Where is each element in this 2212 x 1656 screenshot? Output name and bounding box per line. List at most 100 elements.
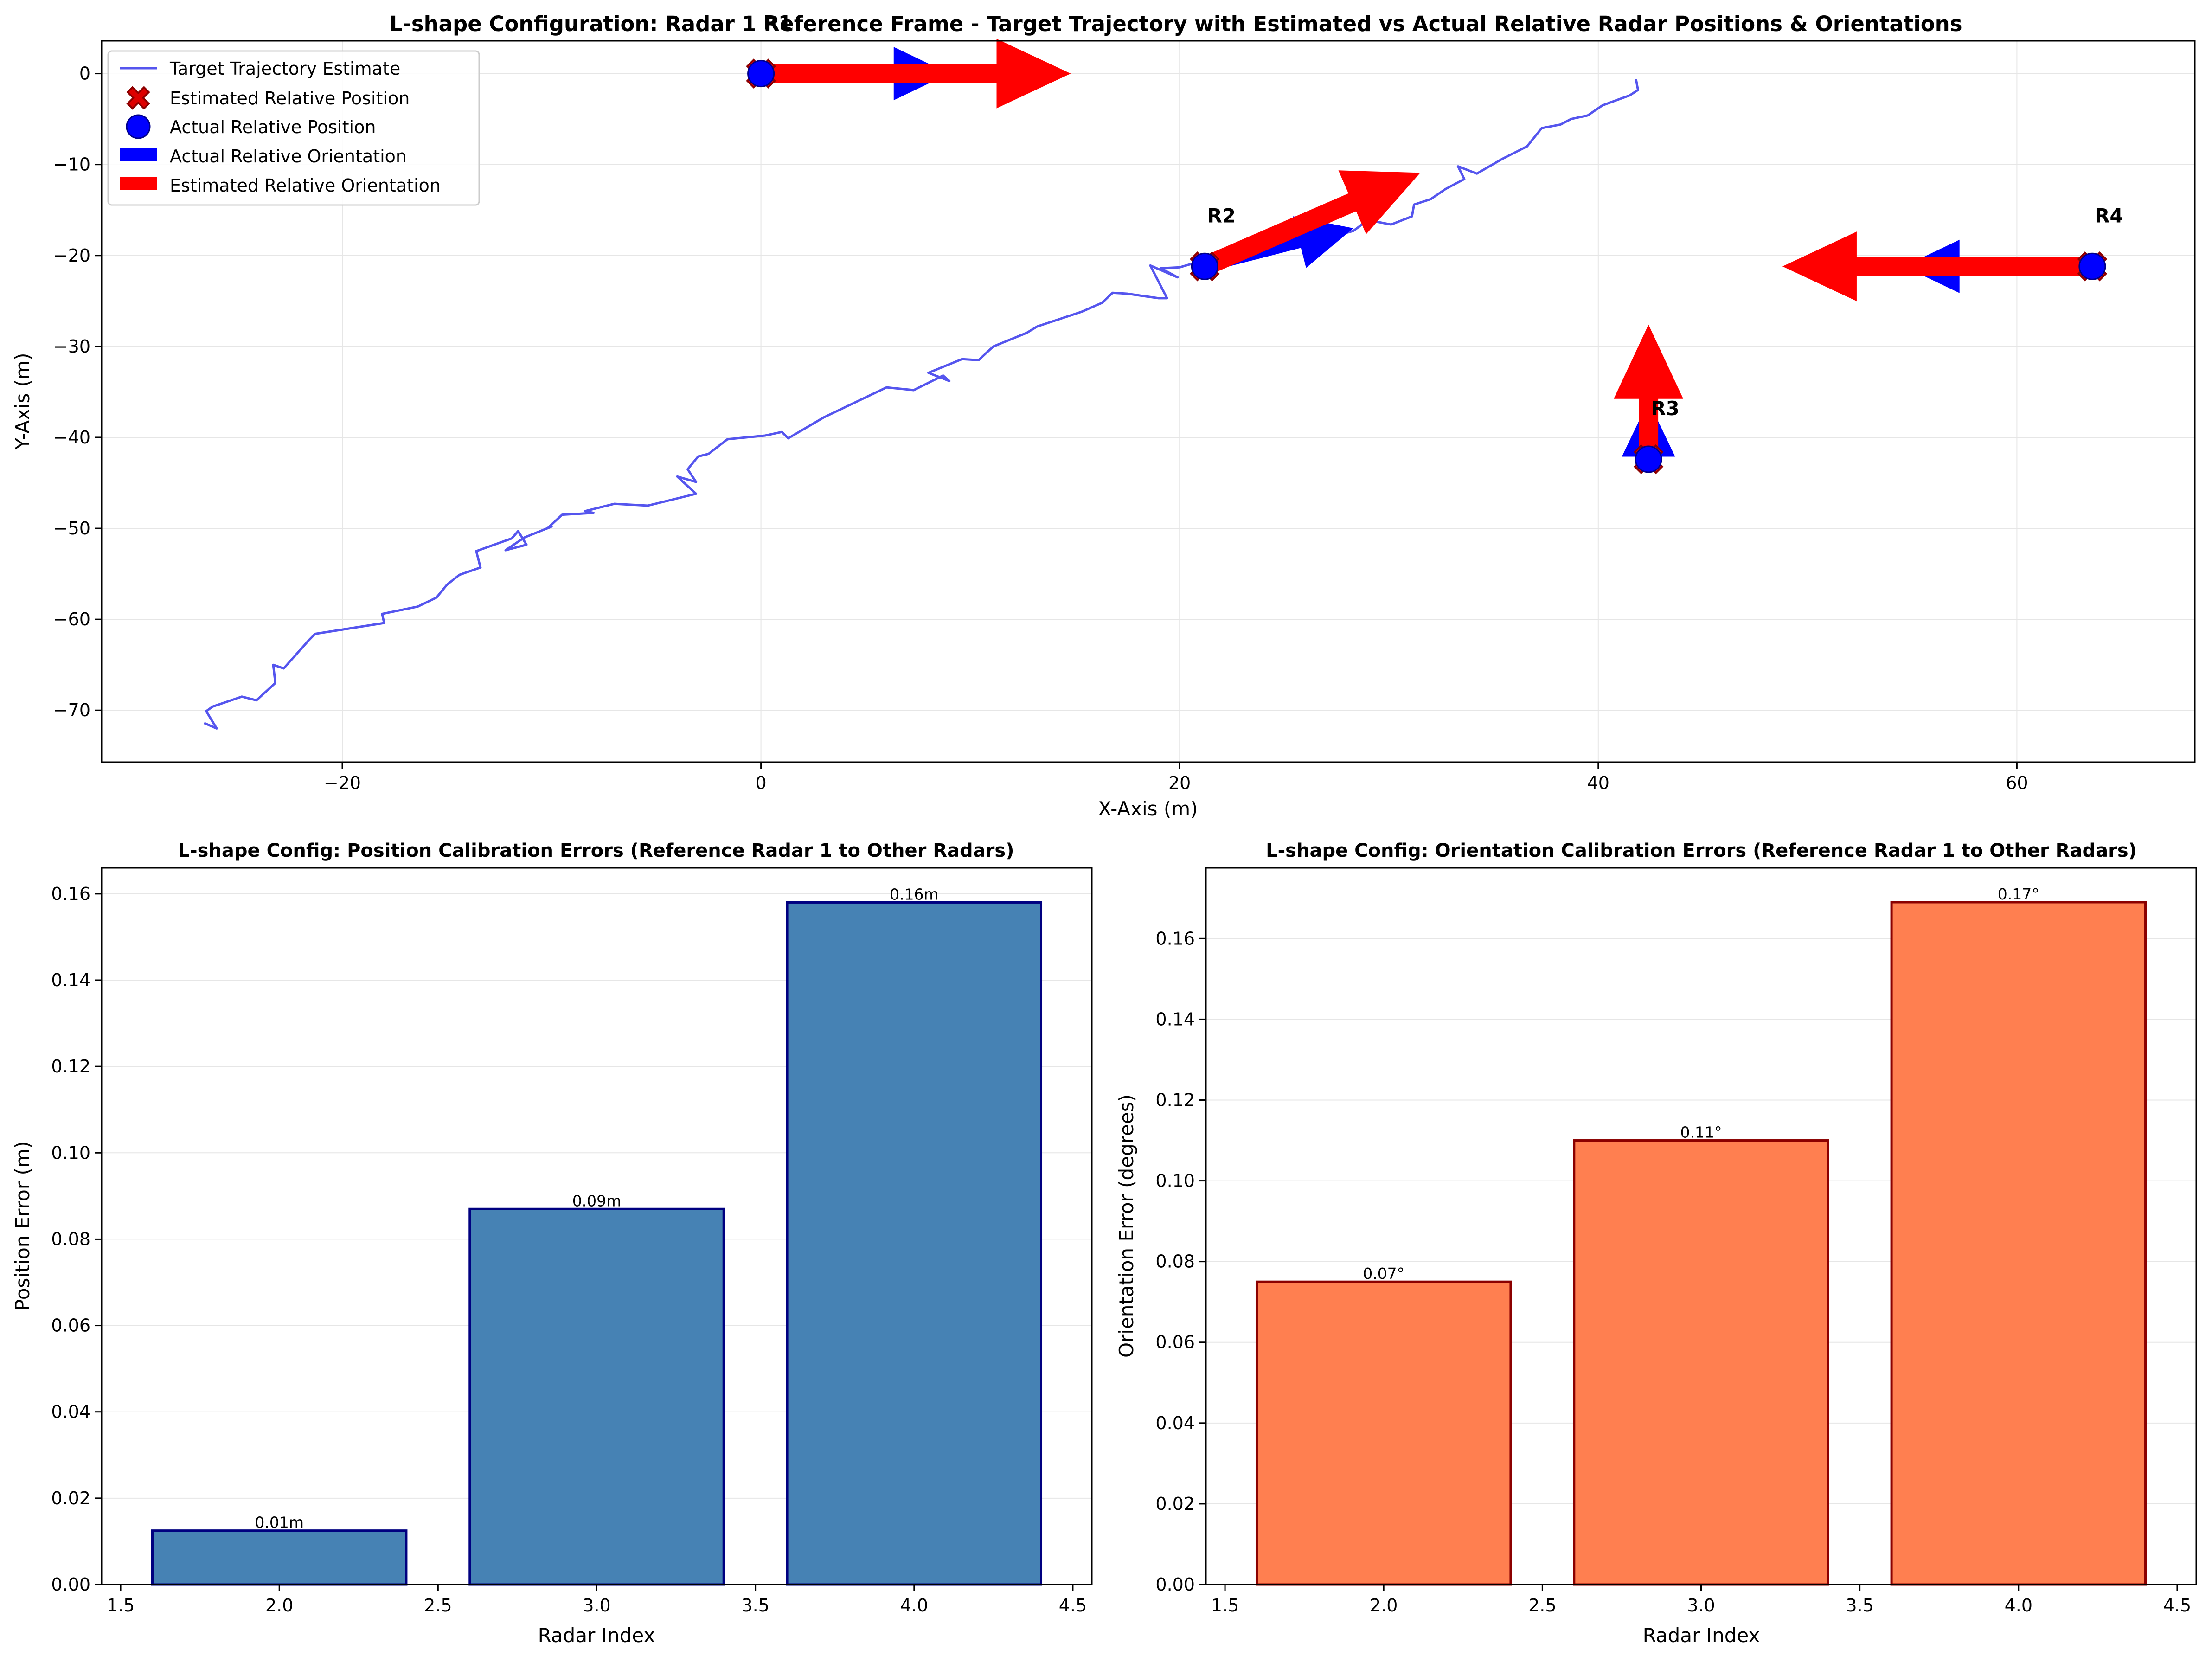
- bar: [786, 901, 1043, 1586]
- y-tick-label: 0.08: [1155, 1252, 1195, 1272]
- position-error-ylabel: Position Error (m): [11, 1141, 34, 1311]
- orientation-error-xlabel: Radar Index: [1643, 1624, 1760, 1647]
- trajectory-legend: Target Trajectory Estimate Estimated Rel…: [107, 50, 480, 206]
- x-tick-label: 4.5: [2163, 1595, 2191, 1616]
- legend-label: Estimated Relative Position: [170, 88, 410, 109]
- legend-label: Target Trajectory Estimate: [169, 58, 400, 79]
- orientation-error-panel: L-shape Config: Orientation Calibration …: [1115, 840, 2197, 1647]
- y-tick-label: −50: [53, 518, 90, 539]
- x-tick-label: 1.5: [1211, 1595, 1239, 1616]
- bar-value-label: 0.07°: [1363, 1264, 1404, 1283]
- y-tick-label: 0: [79, 64, 90, 84]
- y-tick-label: 0.04: [1155, 1413, 1195, 1433]
- y-tick-label: 0.02: [51, 1488, 90, 1508]
- x-tick-label: 2.0: [1370, 1595, 1398, 1616]
- legend-label: Estimated Relative Orientation: [170, 175, 441, 196]
- y-tick-label: 0.14: [51, 970, 90, 990]
- x-tick-label: −20: [324, 773, 361, 793]
- x-tick-label: 3.0: [1687, 1595, 1715, 1616]
- trajectory-ticks: −20 0 20 40 60 0 −10 −20 −30 −40 −50 −60 −70: [53, 64, 2028, 793]
- y-tick-label: 0.04: [51, 1402, 90, 1422]
- bar: [151, 1529, 408, 1586]
- bar: [468, 1207, 725, 1586]
- x-tick-label: 2.5: [424, 1595, 452, 1616]
- y-tick-label: 0.06: [51, 1316, 90, 1336]
- orientation-error-title: L-shape Config: Orientation Calibration …: [1266, 840, 2137, 861]
- y-tick-label: −40: [53, 427, 90, 448]
- y-tick-label: 0.06: [1155, 1332, 1195, 1353]
- legend-estimated-orientation-swatch: [120, 177, 157, 190]
- y-tick-label: 0.10: [1155, 1171, 1195, 1191]
- radar-label: R2: [1207, 204, 1236, 227]
- actual-position-marker: [747, 60, 775, 88]
- radar-label: R3: [1651, 397, 1680, 420]
- trajectory-xlabel: X-Axis (m): [1098, 797, 1198, 820]
- position-error-xlabel: Radar Index: [538, 1624, 655, 1647]
- orientation-error-ticks: 0.00 0.02 0.04 0.06 0.08 0.10 0.12 0.14 0.16 1.5 2…: [1155, 928, 2191, 1616]
- y-tick-label: 0.08: [51, 1229, 90, 1249]
- y-tick-label: 0.16: [51, 884, 90, 904]
- y-tick-label: 0.00: [1155, 1574, 1195, 1595]
- x-tick-label: 3.5: [1846, 1595, 1873, 1616]
- x-tick-label: 60: [2006, 773, 2028, 793]
- bar: [1890, 901, 2147, 1586]
- y-tick-label: −10: [53, 154, 90, 175]
- actual-position-marker: [1635, 445, 1662, 473]
- x-tick-label: 1.5: [107, 1595, 135, 1616]
- y-tick-label: −30: [53, 336, 90, 357]
- radar-layer: R1 R2 R3 R4: [746, 12, 2123, 475]
- x-tick-label: 3.5: [741, 1595, 769, 1616]
- trajectory-layer: [204, 78, 1639, 730]
- y-tick-label: 0.12: [51, 1056, 90, 1077]
- radar-label: R1: [763, 12, 792, 34]
- estimated-orientation-arrow: [1200, 170, 1421, 276]
- estimated-orientation-arrow: [1782, 231, 2092, 302]
- y-tick-label: 0.00: [51, 1574, 90, 1595]
- bar-value-label: 0.09m: [572, 1192, 622, 1210]
- legend-actual-orientation-swatch: [120, 148, 157, 161]
- trajectory-axes-frame: [101, 40, 2196, 763]
- position-error-bars: 0.01m 0.09m 0.16m: [151, 885, 1043, 1586]
- bar: [1573, 1139, 1829, 1586]
- bar-value-label: 0.11°: [1680, 1123, 1722, 1142]
- legend-label: Actual Relative Orientation: [170, 146, 407, 167]
- trajectory-panel: L-shape Configuration: Radar 1 Reference…: [11, 12, 2196, 820]
- orientation-error-ylabel: Orientation Error (degrees): [1115, 1094, 1138, 1358]
- x-tick-label: 4.5: [1059, 1595, 1087, 1616]
- x-tick-label: 2.0: [265, 1595, 293, 1616]
- x-tick-label: 4.0: [900, 1595, 928, 1616]
- orientation-error-bars: 0.07° 0.11° 0.17°: [1255, 885, 2147, 1586]
- y-tick-label: 0.14: [1155, 1009, 1195, 1029]
- bar: [1255, 1280, 1512, 1586]
- y-tick-label: 0.10: [51, 1143, 90, 1163]
- bar-value-label: 0.17°: [1998, 885, 2039, 903]
- position-error-ticks: 0.00 0.02 0.04 0.06 0.08 0.10 0.12 0.14 0.16 1.5 2…: [51, 884, 1087, 1616]
- legend-frame: [107, 50, 480, 206]
- y-tick-label: 0.16: [1155, 928, 1195, 949]
- legend-label: Actual Relative Position: [170, 117, 376, 137]
- actual-position-marker: [1191, 252, 1218, 280]
- actual-position-marker: [2078, 252, 2106, 280]
- y-tick-label: −60: [53, 609, 90, 629]
- x-tick-label: 20: [1168, 773, 1191, 793]
- y-tick-label: −20: [53, 245, 90, 266]
- position-error-panel: L-shape Config: Position Calibration Err…: [11, 840, 1093, 1647]
- trajectory-title: L-shape Configuration: Radar 1 Reference…: [389, 12, 1962, 36]
- radar-label: R4: [2095, 204, 2123, 227]
- x-tick-label: 40: [1587, 773, 1609, 793]
- y-tick-label: 0.02: [1155, 1494, 1195, 1514]
- x-tick-label: 4.0: [2005, 1595, 2032, 1616]
- x-tick-label: 0: [756, 773, 767, 793]
- trajectory-ylabel: Y-Axis (m): [11, 353, 34, 450]
- y-tick-label: −70: [53, 700, 90, 720]
- x-tick-label: 2.5: [1528, 1595, 1556, 1616]
- bar-value-label: 0.01m: [255, 1514, 304, 1532]
- legend-actual-position-marker: [126, 114, 151, 139]
- legend-estimated-position-marker: [126, 86, 150, 110]
- x-tick-label: 3.0: [583, 1595, 610, 1616]
- estimated-orientation-arrow: [1614, 324, 1684, 460]
- estimated-orientation-arrow: [761, 39, 1071, 109]
- bar-value-label: 0.16m: [890, 885, 939, 903]
- y-tick-label: 0.12: [1155, 1090, 1195, 1110]
